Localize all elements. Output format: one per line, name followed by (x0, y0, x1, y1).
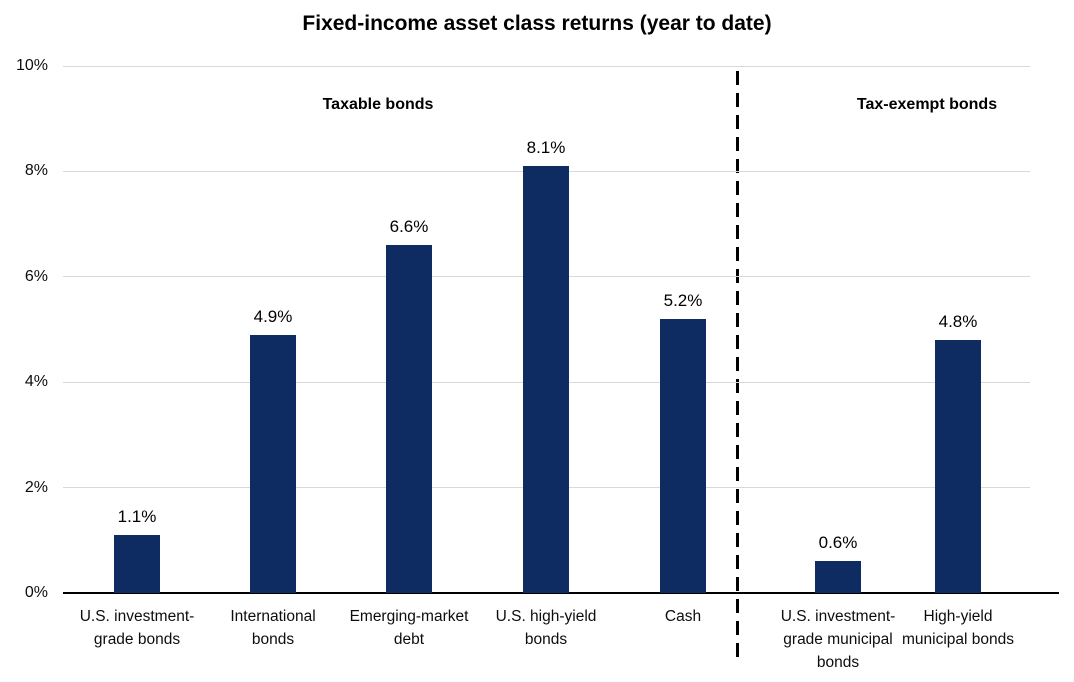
category-label-line: debt (393, 631, 425, 648)
bar-5 (815, 561, 861, 593)
bar-value-label: 4.8% (938, 312, 978, 332)
group-label-tax-exempt-bonds: Tax-exempt bonds (856, 96, 998, 113)
category-label-line: grade municipal (783, 631, 893, 648)
x-axis-category-label: U.S. investment-grade municipal bonds (781, 605, 896, 674)
x-axis-category-label: International bonds (230, 605, 315, 651)
x-axis-line (63, 592, 1059, 594)
x-axis-category-label: High-yield municipal bonds (902, 605, 1014, 651)
category-label-line: Cash (664, 608, 702, 625)
bar-3 (523, 166, 569, 593)
category-label-line: grade bonds (93, 631, 181, 648)
y-axis-tick-label: 2% (24, 478, 48, 496)
category-label-line: Emerging-market (349, 608, 469, 625)
x-axis-category-label: U.S. high-yield bonds (496, 605, 597, 651)
y-axis-tick-label: 0% (24, 584, 48, 601)
category-label-line: U.S. investment- (780, 608, 896, 625)
category-label-line: High-yield (923, 608, 993, 625)
bar-1 (250, 334, 296, 593)
bar-value-label: 5.2% (663, 290, 703, 310)
category-label-line: municipal bonds (901, 631, 1015, 648)
bar-value-label: 8.1% (526, 138, 566, 158)
bar-value-label: 6.6% (389, 217, 429, 237)
bar-0 (114, 535, 160, 593)
x-axis-category-label: U.S. investment-grade bonds (80, 605, 195, 651)
y-gridline (63, 65, 1030, 67)
bar-value-label: 1.1% (117, 507, 157, 527)
category-label-line: bonds (251, 631, 295, 648)
category-label-line: U.S. high-yield (495, 608, 597, 625)
category-label-line: International (230, 608, 316, 625)
bar-value-label: 0.6% (818, 533, 858, 553)
chart-title: Fixed-income asset class returns (year t… (302, 12, 772, 35)
x-axis-category-label: Cash (665, 605, 701, 628)
y-axis-tick-label: 6% (24, 267, 48, 285)
y-axis-tick-label: 4% (24, 373, 48, 391)
category-label-line: bonds (816, 654, 860, 671)
y-axis-tick-label: 8% (24, 162, 48, 180)
bar-6 (935, 340, 981, 593)
y-axis-tick-label: 10% (15, 57, 48, 74)
bar-2 (386, 245, 432, 593)
x-axis-category-label: Emerging-market debt (350, 605, 469, 651)
bar-value-label: 4.9% (253, 306, 293, 326)
group-label-taxable-bonds: Taxable bonds (322, 96, 434, 113)
bar-4 (660, 318, 706, 593)
group-separator-dashed-line (735, 71, 739, 657)
category-label-line: bonds (524, 631, 568, 648)
category-label-line: U.S. investment- (79, 608, 195, 625)
